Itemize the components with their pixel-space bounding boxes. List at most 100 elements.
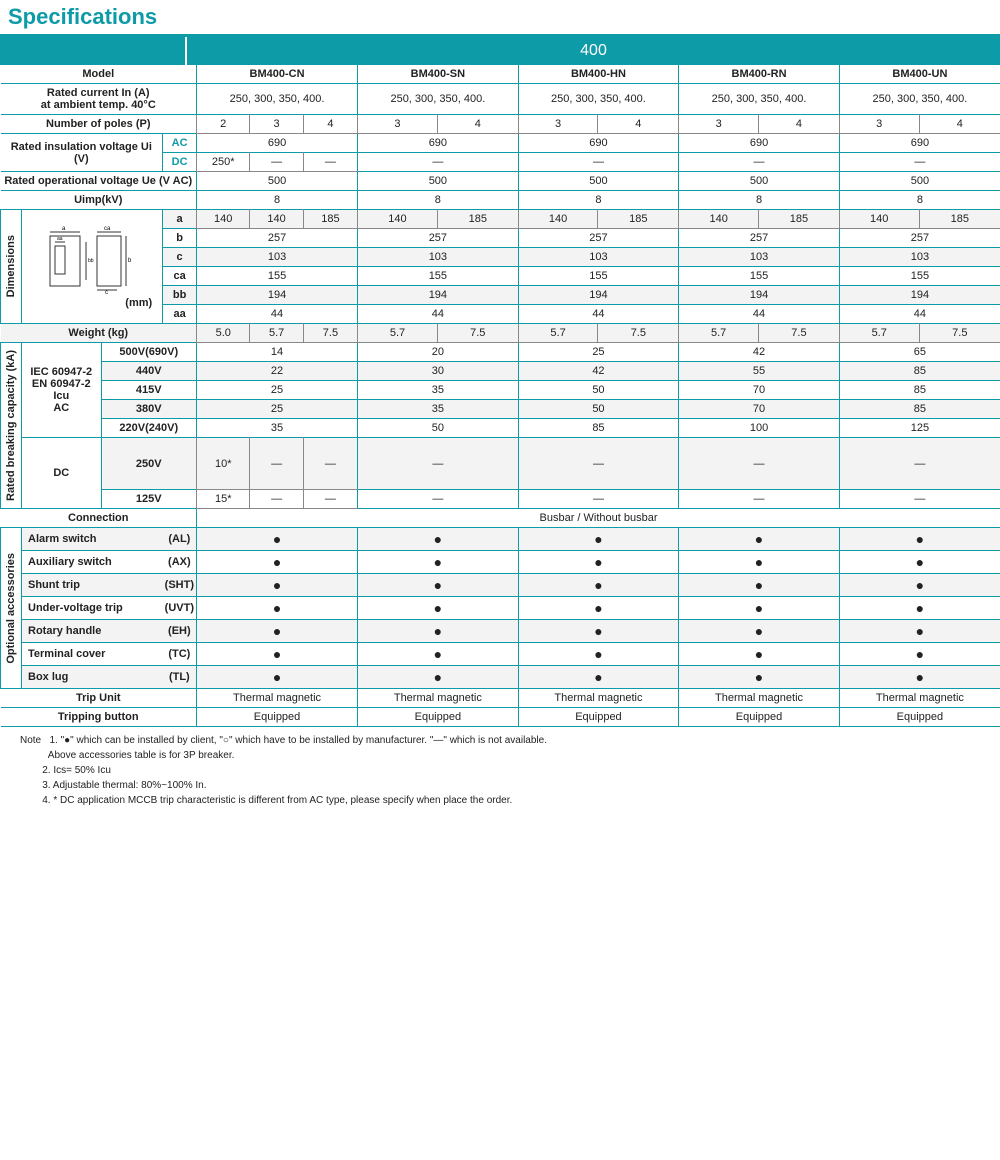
opt-dot-5-4: ● (839, 643, 1000, 666)
ca-1: 155 (358, 267, 519, 286)
opt-name-0: Alarm switch (22, 528, 163, 551)
svg-text:bb: bb (88, 258, 94, 264)
bb-2: 194 (518, 286, 679, 305)
opt-dot-2-4: ● (839, 574, 1000, 597)
ue-0: 500 (197, 172, 358, 191)
ue-4: 500 (839, 172, 1000, 191)
v220-4: 125 (839, 419, 1000, 438)
dim-c: c (163, 248, 197, 267)
v440-2: 42 (518, 362, 679, 381)
p-un-0: 3 (839, 115, 919, 134)
v220-2: 85 (518, 419, 679, 438)
opt-name-5: Terminal cover (22, 643, 163, 666)
opt-name-2: Shunt trip (22, 574, 163, 597)
ue-label: Rated operational voltage Ue (V AC) (1, 172, 197, 191)
ui-ac-3: 690 (679, 134, 840, 153)
a-cn-1: 140 (250, 210, 303, 229)
v220: 220V(240V) (101, 419, 196, 438)
c-1: 103 (358, 248, 519, 267)
a-sn-1: 185 (437, 210, 518, 229)
uimp-3: 8 (679, 191, 840, 210)
c-3: 103 (679, 248, 840, 267)
v250-cn-2: — (303, 438, 357, 490)
w-cn-0: 5.0 (197, 324, 250, 343)
p-cn-1: 3 (250, 115, 303, 134)
v500-0: 14 (197, 343, 358, 362)
ui-dc-hn: — (518, 153, 679, 172)
svg-text:c: c (105, 290, 108, 294)
v380-4: 85 (839, 400, 1000, 419)
a-rn-1: 185 (759, 210, 840, 229)
bb-3: 194 (679, 286, 840, 305)
v500-3: 42 (679, 343, 840, 362)
v500-2: 25 (518, 343, 679, 362)
conn-label: Connection (1, 509, 197, 528)
dim-unit: (mm) (24, 297, 160, 309)
aa-4: 44 (839, 305, 1000, 324)
svg-text:aa: aa (57, 236, 63, 242)
ca-2: 155 (518, 267, 679, 286)
opt-dot-6-4: ● (839, 666, 1000, 689)
ui-dc-rn: — (679, 153, 840, 172)
dim-label: Dimensions (3, 231, 19, 301)
b-4: 257 (839, 229, 1000, 248)
rc-3: 250, 300, 350, 400. (679, 84, 840, 115)
v250-cn-0: 10* (197, 438, 250, 490)
uimp-label: Uimp(kV) (1, 191, 197, 210)
w-cn-1: 5.7 (250, 324, 303, 343)
opt-dot-4-3: ● (679, 620, 840, 643)
p-un-1: 4 (919, 115, 1000, 134)
series-header: 400 (0, 37, 1000, 65)
note-3: 3. Adjustable thermal: 80%~100% In. (42, 780, 206, 791)
ue-1: 500 (358, 172, 519, 191)
opt-dot-6-2: ● (518, 666, 679, 689)
opt-dot-0-1: ● (358, 528, 519, 551)
v440: 440V (101, 362, 196, 381)
note-h: Note (20, 735, 41, 746)
opt-label: Optional accessories (3, 549, 19, 668)
trip-label: Trip Unit (1, 689, 197, 708)
v125-1: — (358, 490, 519, 509)
opt-code-2: (SHT) (163, 574, 197, 597)
rc-1: 250, 300, 350, 400. (358, 84, 519, 115)
v250-2: — (518, 438, 679, 490)
v125-cn-1: — (250, 490, 303, 509)
dim-a: a (163, 210, 197, 229)
a-un-1: 185 (919, 210, 1000, 229)
dim-bb: bb (163, 286, 197, 305)
break-dc: DC (22, 438, 102, 509)
opt-dot-4-1: ● (358, 620, 519, 643)
opt-dot-5-1: ● (358, 643, 519, 666)
w-rn-1: 7.5 (759, 324, 840, 343)
opt-code-6: (TL) (163, 666, 197, 689)
ui-dc-un: — (839, 153, 1000, 172)
v415-0: 25 (197, 381, 358, 400)
opt-dot-6-3: ● (679, 666, 840, 689)
spec-table: Model BM400-CN BM400-SN BM400-HN BM400-R… (0, 65, 1000, 727)
uimp-2: 8 (518, 191, 679, 210)
v125-2: — (518, 490, 679, 509)
conn-v: Busbar / Without busbar (197, 509, 1000, 528)
ui-ac-4: 690 (839, 134, 1000, 153)
model-2: BM400-HN (518, 65, 679, 84)
rc-4: 250, 300, 350, 400. (839, 84, 1000, 115)
model-1: BM400-SN (358, 65, 519, 84)
trip-4: Thermal magnetic (839, 689, 1000, 708)
ue-2: 500 (518, 172, 679, 191)
w-sn-1: 7.5 (437, 324, 518, 343)
v415: 415V (101, 381, 196, 400)
opt-dot-4-0: ● (197, 620, 358, 643)
v500: 500V(690V) (101, 343, 196, 362)
v440-4: 85 (839, 362, 1000, 381)
svg-text:ca: ca (104, 226, 111, 232)
dim-b: b (163, 229, 197, 248)
v250-1: — (358, 438, 519, 490)
btn-3: Equipped (679, 708, 840, 727)
a-cn-0: 140 (197, 210, 250, 229)
break-std: IEC 60947-2 EN 60947-2 Icu (30, 366, 92, 402)
v440-0: 22 (197, 362, 358, 381)
w-hn-1: 7.5 (598, 324, 679, 343)
opt-dot-3-4: ● (839, 597, 1000, 620)
aa-1: 44 (358, 305, 519, 324)
w-rn-0: 5.7 (679, 324, 759, 343)
